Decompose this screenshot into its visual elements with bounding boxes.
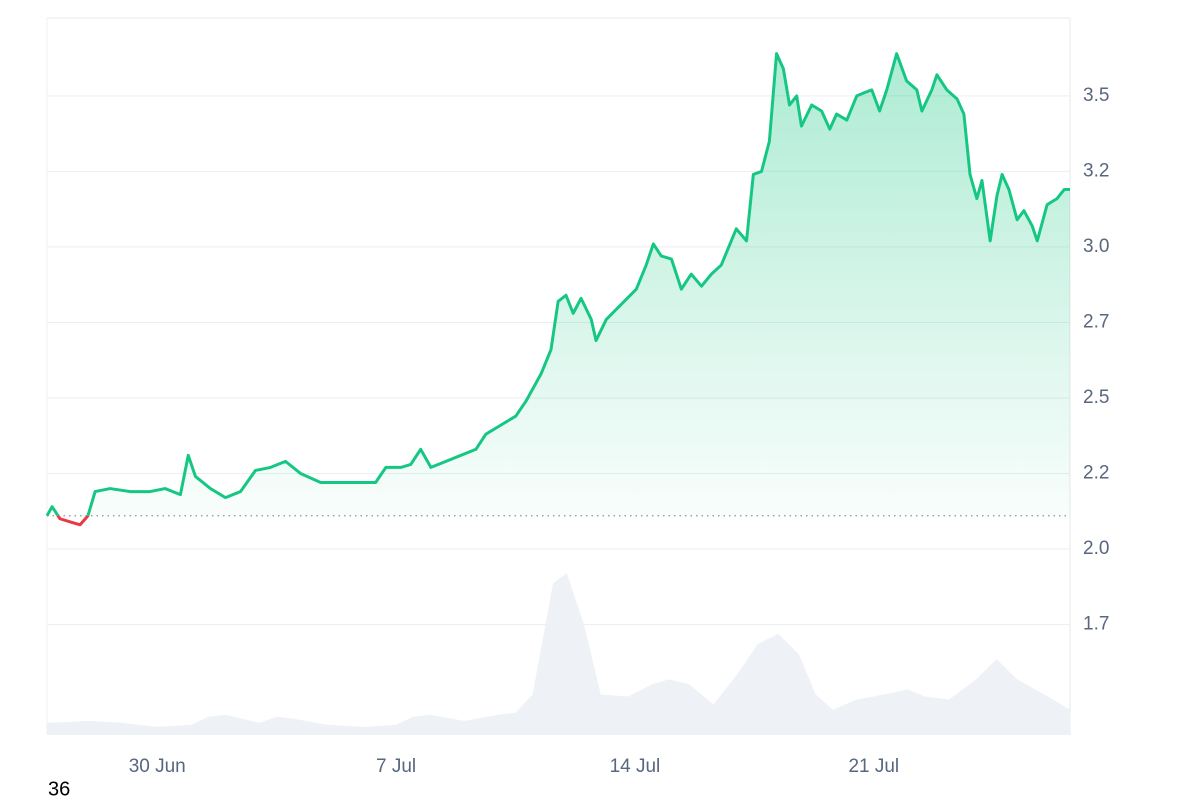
- footnote: 36: [48, 778, 70, 800]
- y-tick-label: 2.5: [1083, 387, 1109, 408]
- y-tick-label: 1.7: [1083, 613, 1109, 634]
- y-tick-label: 3.5: [1083, 85, 1109, 106]
- y-tick-label: 3.2: [1083, 160, 1109, 181]
- price-line-up: [45, 52, 1070, 516]
- volume-area: [47, 573, 1070, 735]
- y-tick-label: 2.0: [1083, 538, 1109, 559]
- y-tick-label: 2.2: [1083, 462, 1109, 483]
- y-tick-label: 2.7: [1083, 311, 1109, 332]
- y-tick-label: 3.0: [1083, 236, 1109, 257]
- x-tick-label: 21 Jul: [848, 756, 899, 777]
- x-tick-label: 30 Jun: [129, 756, 186, 777]
- price-area: [47, 53, 1070, 516]
- x-tick-label: 14 Jul: [610, 756, 661, 777]
- x-tick-label: 7 Jul: [376, 756, 416, 777]
